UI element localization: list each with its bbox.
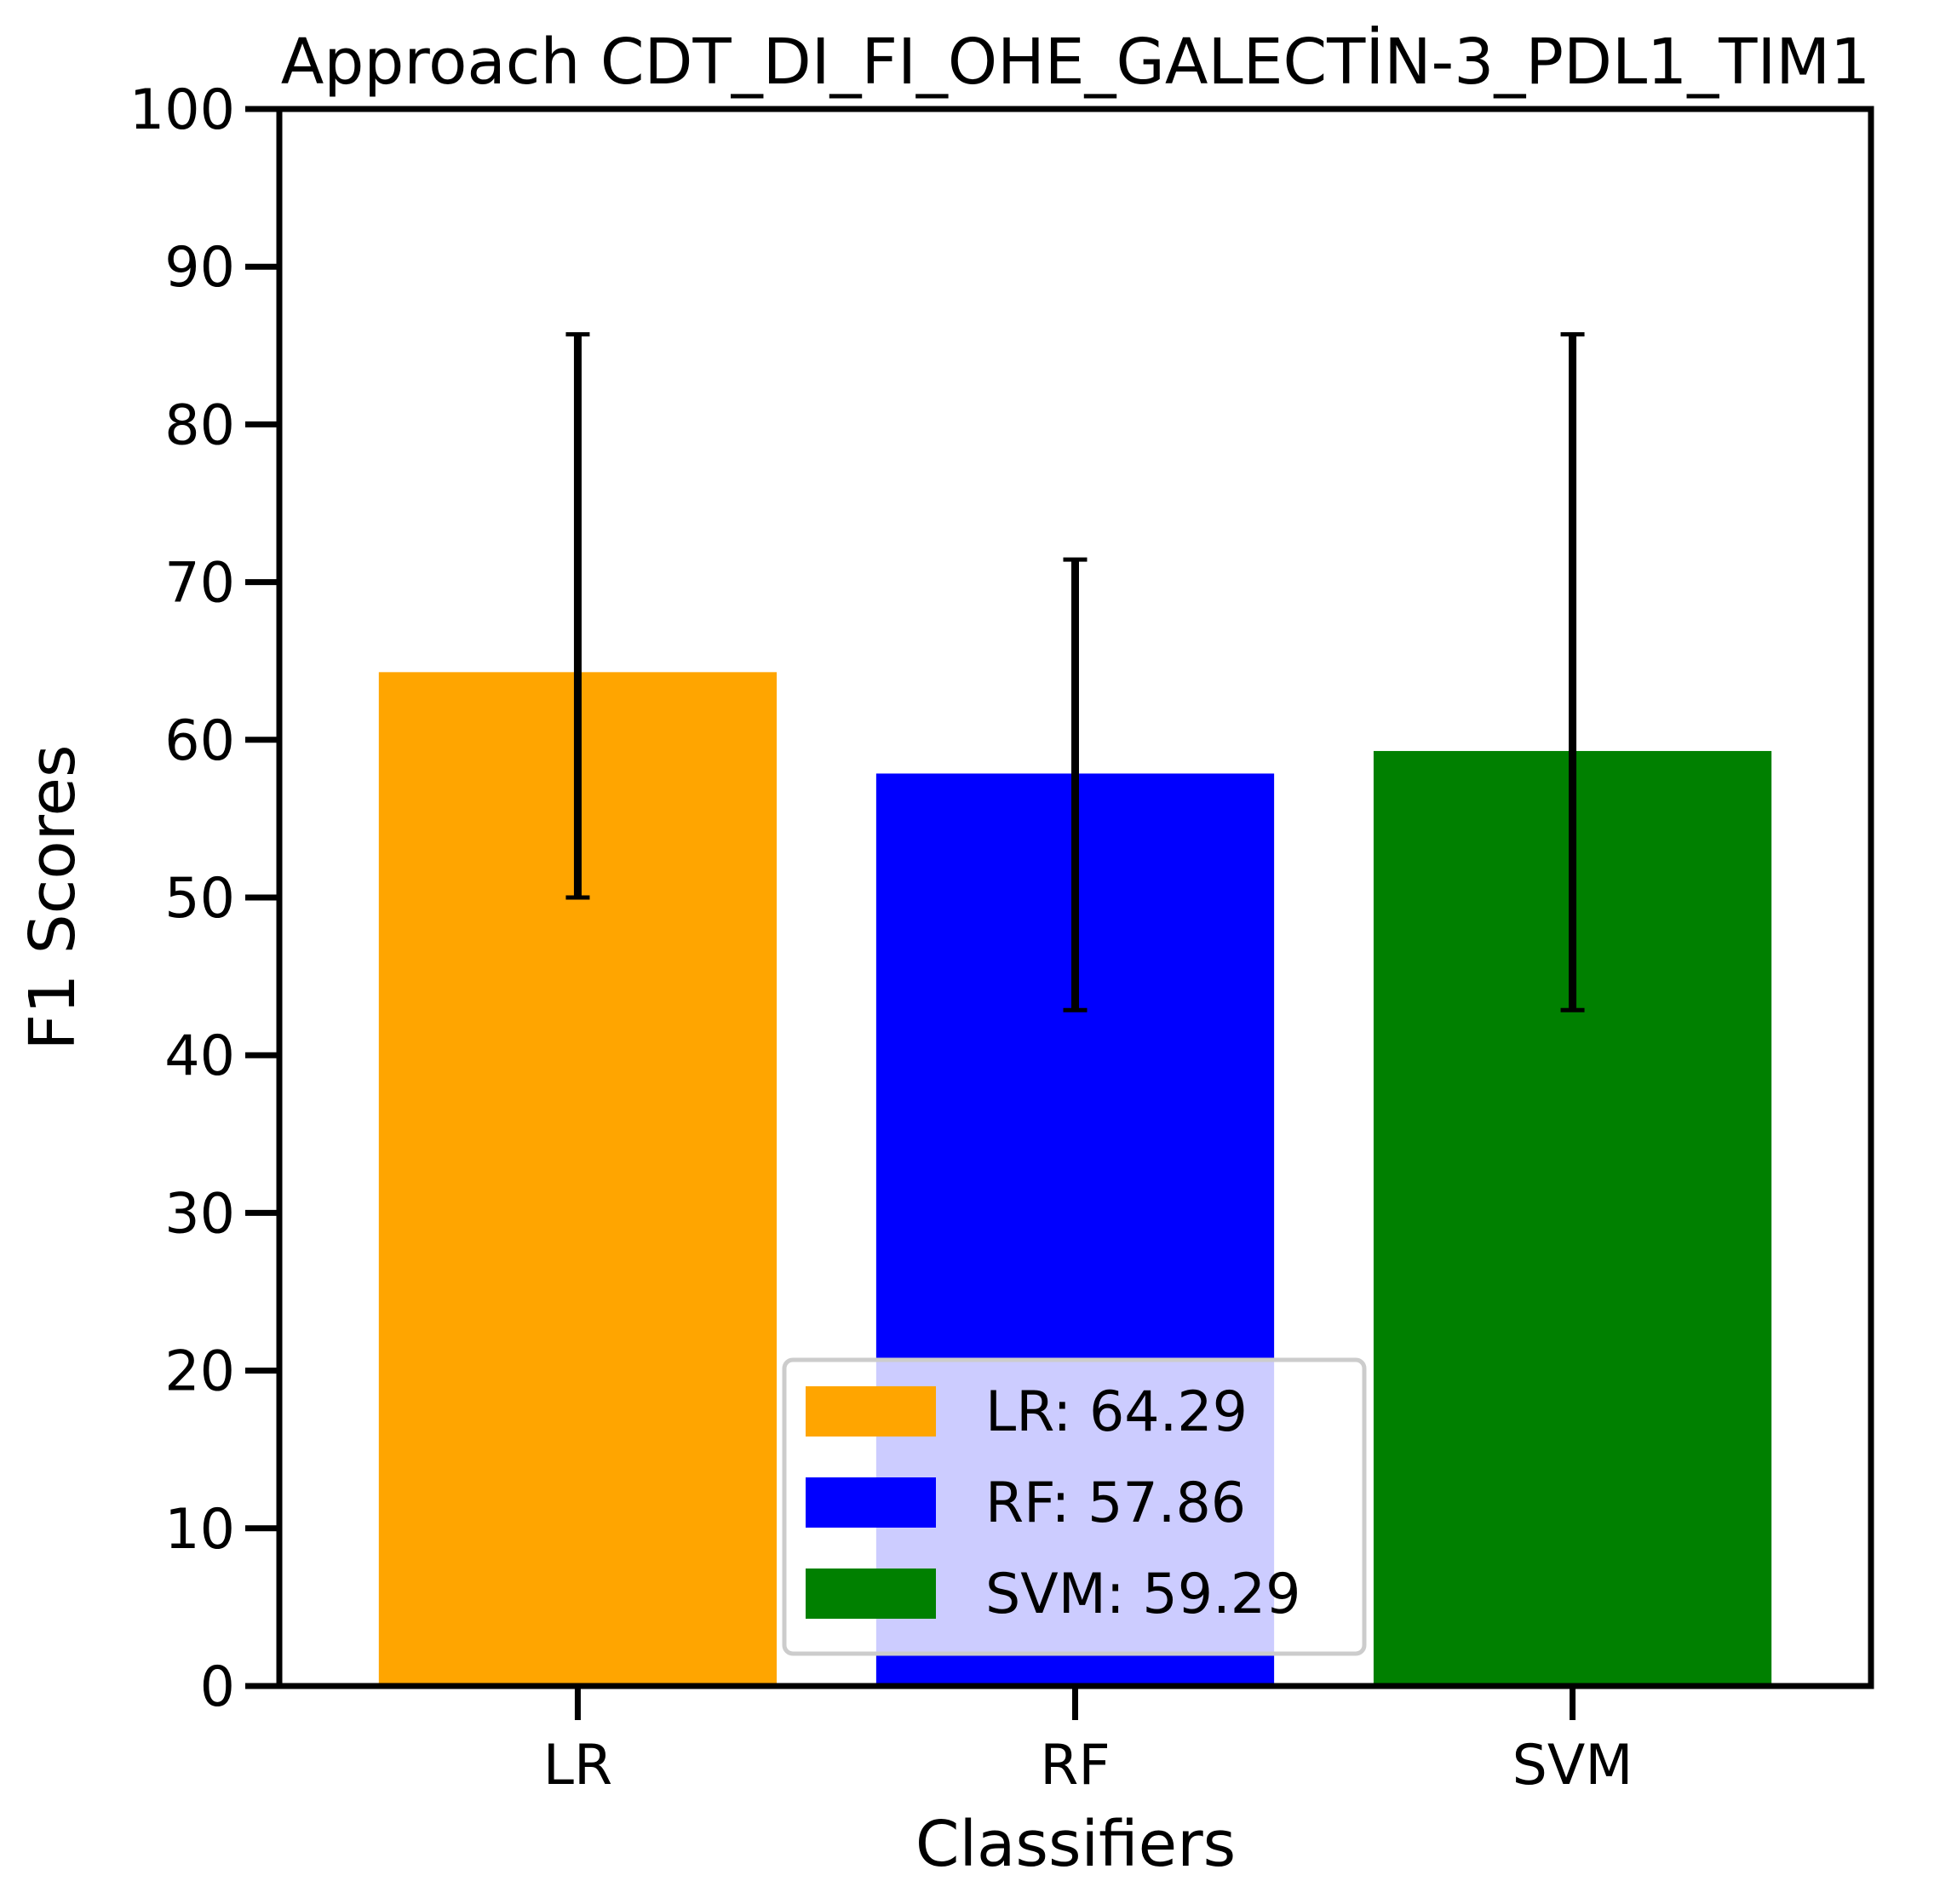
error-bars-group bbox=[565, 332, 1585, 1012]
x-axis-label: Classifiers bbox=[915, 1808, 1236, 1881]
y-tick-label-80: 80 bbox=[164, 393, 235, 457]
y-tick-label-90: 90 bbox=[164, 236, 235, 300]
x-tick-label-rf: RF bbox=[1040, 1734, 1110, 1798]
legend-label-lr: LR: 64.29 bbox=[985, 1380, 1248, 1444]
y-axis-label: F1 Scores bbox=[16, 745, 89, 1051]
y-tick-label-30: 30 bbox=[164, 1182, 235, 1246]
chart-title: Approach CDT_DI_FI_OHE_GALECTİN-3_PDL1_T… bbox=[281, 25, 1870, 99]
y-tick-label-60: 60 bbox=[164, 709, 235, 773]
y-tick-label-50: 50 bbox=[164, 867, 235, 931]
x-tick-label-svm: SVM bbox=[1512, 1734, 1633, 1798]
legend-label-svm: SVM: 59.29 bbox=[985, 1563, 1300, 1626]
y-tick-label-0: 0 bbox=[200, 1655, 235, 1719]
plot-frame bbox=[276, 106, 1874, 1689]
y-tick-label-20: 20 bbox=[164, 1340, 235, 1404]
legend-label-rf: RF: 57.86 bbox=[985, 1471, 1246, 1535]
legend-swatch-rf bbox=[806, 1477, 936, 1528]
x-axis: LR RF SVM bbox=[543, 1686, 1633, 1798]
legend-items: LR: 64.29 RF: 57.86 SVM: 59.29 bbox=[806, 1380, 1300, 1626]
y-axis: 0 10 20 30 40 50 60 70 80 90 100 bbox=[129, 78, 279, 1719]
y-tick-label-10: 10 bbox=[164, 1498, 235, 1562]
legend-swatch-svm bbox=[806, 1569, 936, 1619]
legend: LR: 64.29 RF: 57.86 SVM: 59.29 bbox=[782, 1357, 1367, 1656]
y-tick-label-100: 100 bbox=[129, 78, 235, 142]
y-tick-label-70: 70 bbox=[164, 552, 235, 616]
legend-swatch-lr bbox=[806, 1386, 936, 1437]
y-tick-label-40: 40 bbox=[164, 1024, 235, 1088]
x-tick-label-lr: LR bbox=[543, 1734, 612, 1798]
